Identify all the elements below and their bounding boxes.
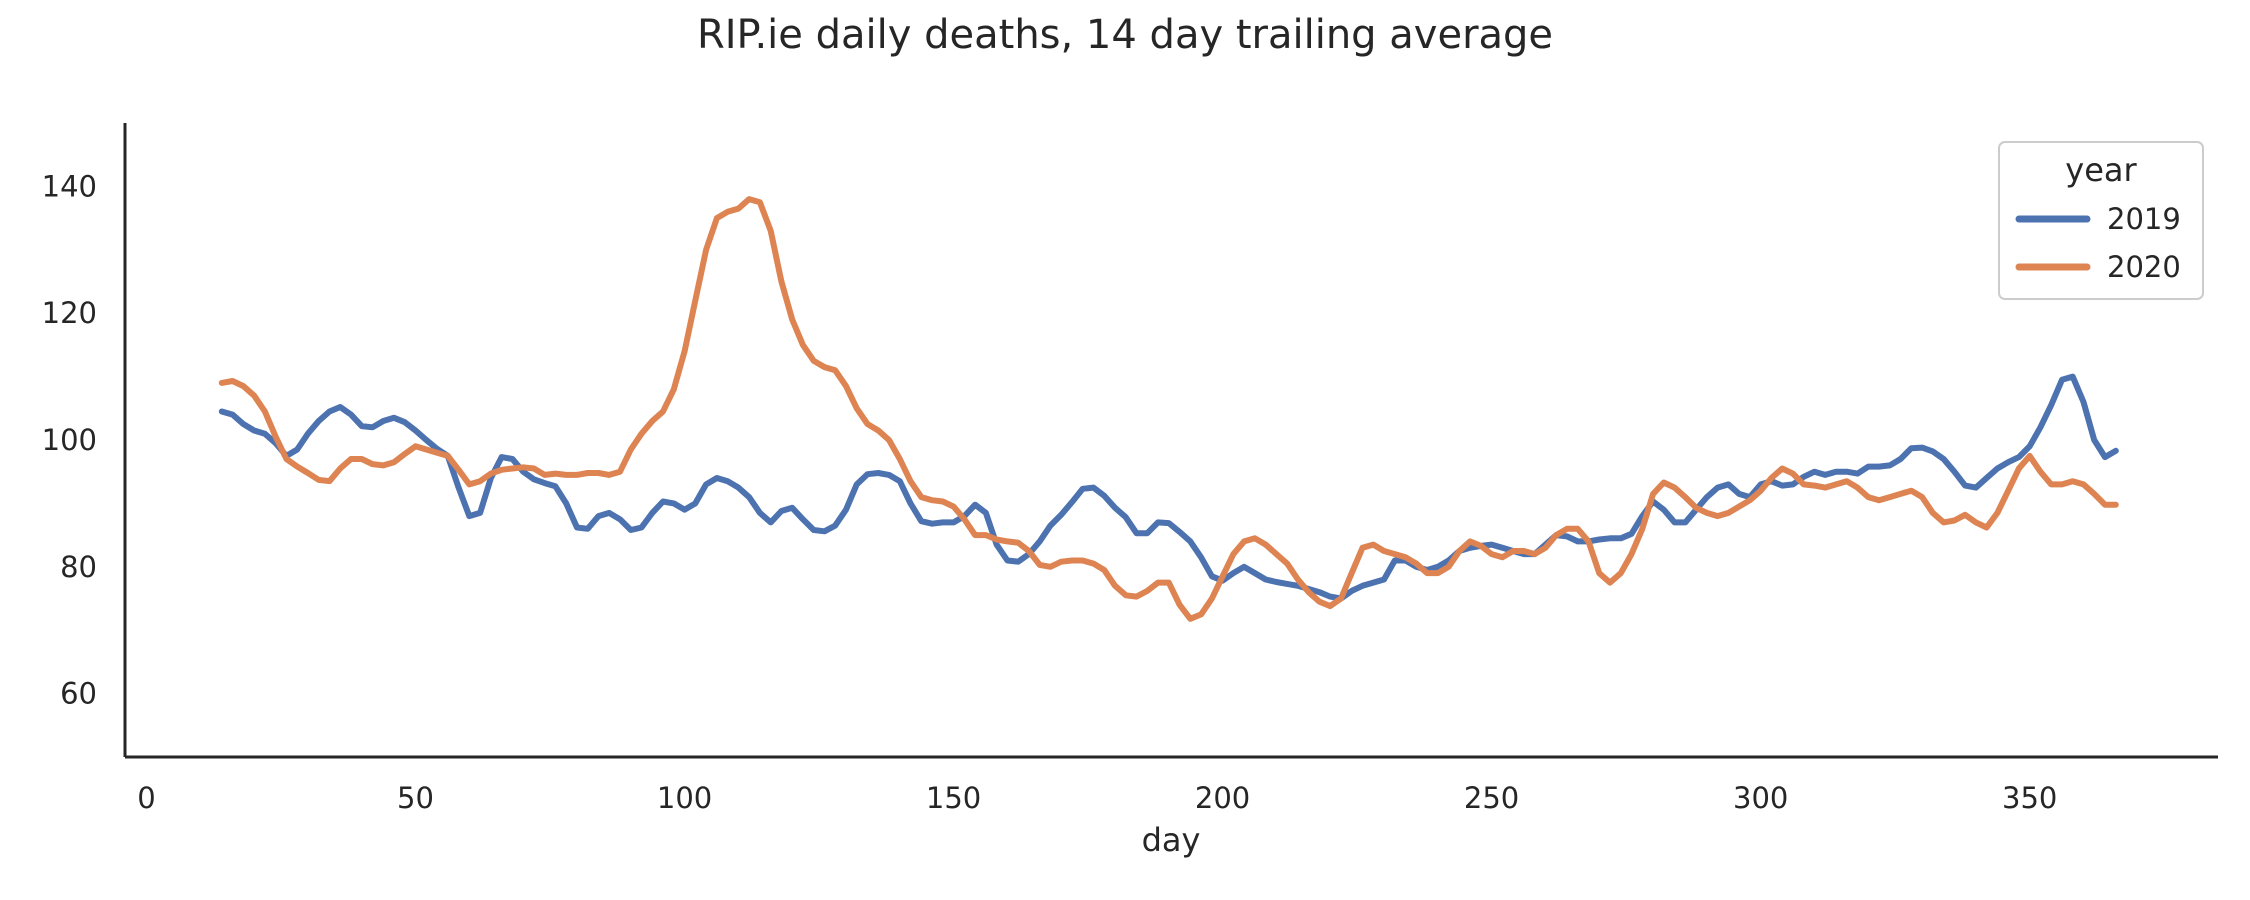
series-layer <box>218 196 2119 622</box>
x-tick-label: 0 <box>137 781 155 815</box>
y-tick-label: 140 <box>42 169 97 203</box>
legend-label-2019: 2019 <box>2107 202 2181 236</box>
x-tick-label: 200 <box>1195 781 1250 815</box>
legend: year 2019 2020 <box>1998 141 2204 300</box>
y-tick-labels: 60 80 100 120 140 <box>42 169 97 710</box>
y-tick-label: 100 <box>42 423 97 457</box>
y-tick-label: 60 <box>60 677 97 711</box>
legend-title: year <box>2065 151 2137 189</box>
legend-items: 2019 2020 <box>2015 202 2181 284</box>
x-axis-label: day <box>1142 821 1201 859</box>
series-line-2020 <box>218 196 2119 622</box>
x-tick-label: 100 <box>657 781 712 815</box>
x-tick-label: 150 <box>926 781 981 815</box>
x-tick-label: 350 <box>2002 781 2057 815</box>
chart-title: RIP.ie daily deaths, 14 day trailing ave… <box>697 12 1553 58</box>
legend-box <box>1998 141 2204 300</box>
x-tick-label: 250 <box>1464 781 1519 815</box>
x-tick-label: 50 <box>397 781 434 815</box>
y-tick-label: 80 <box>60 550 97 584</box>
x-tick-labels: 0 50 100 150 200 250 300 350 <box>137 781 2057 815</box>
x-tick-label: 300 <box>1733 781 1788 815</box>
y-tick-label: 120 <box>42 296 97 330</box>
legend-label-2020: 2020 <box>2107 250 2181 284</box>
